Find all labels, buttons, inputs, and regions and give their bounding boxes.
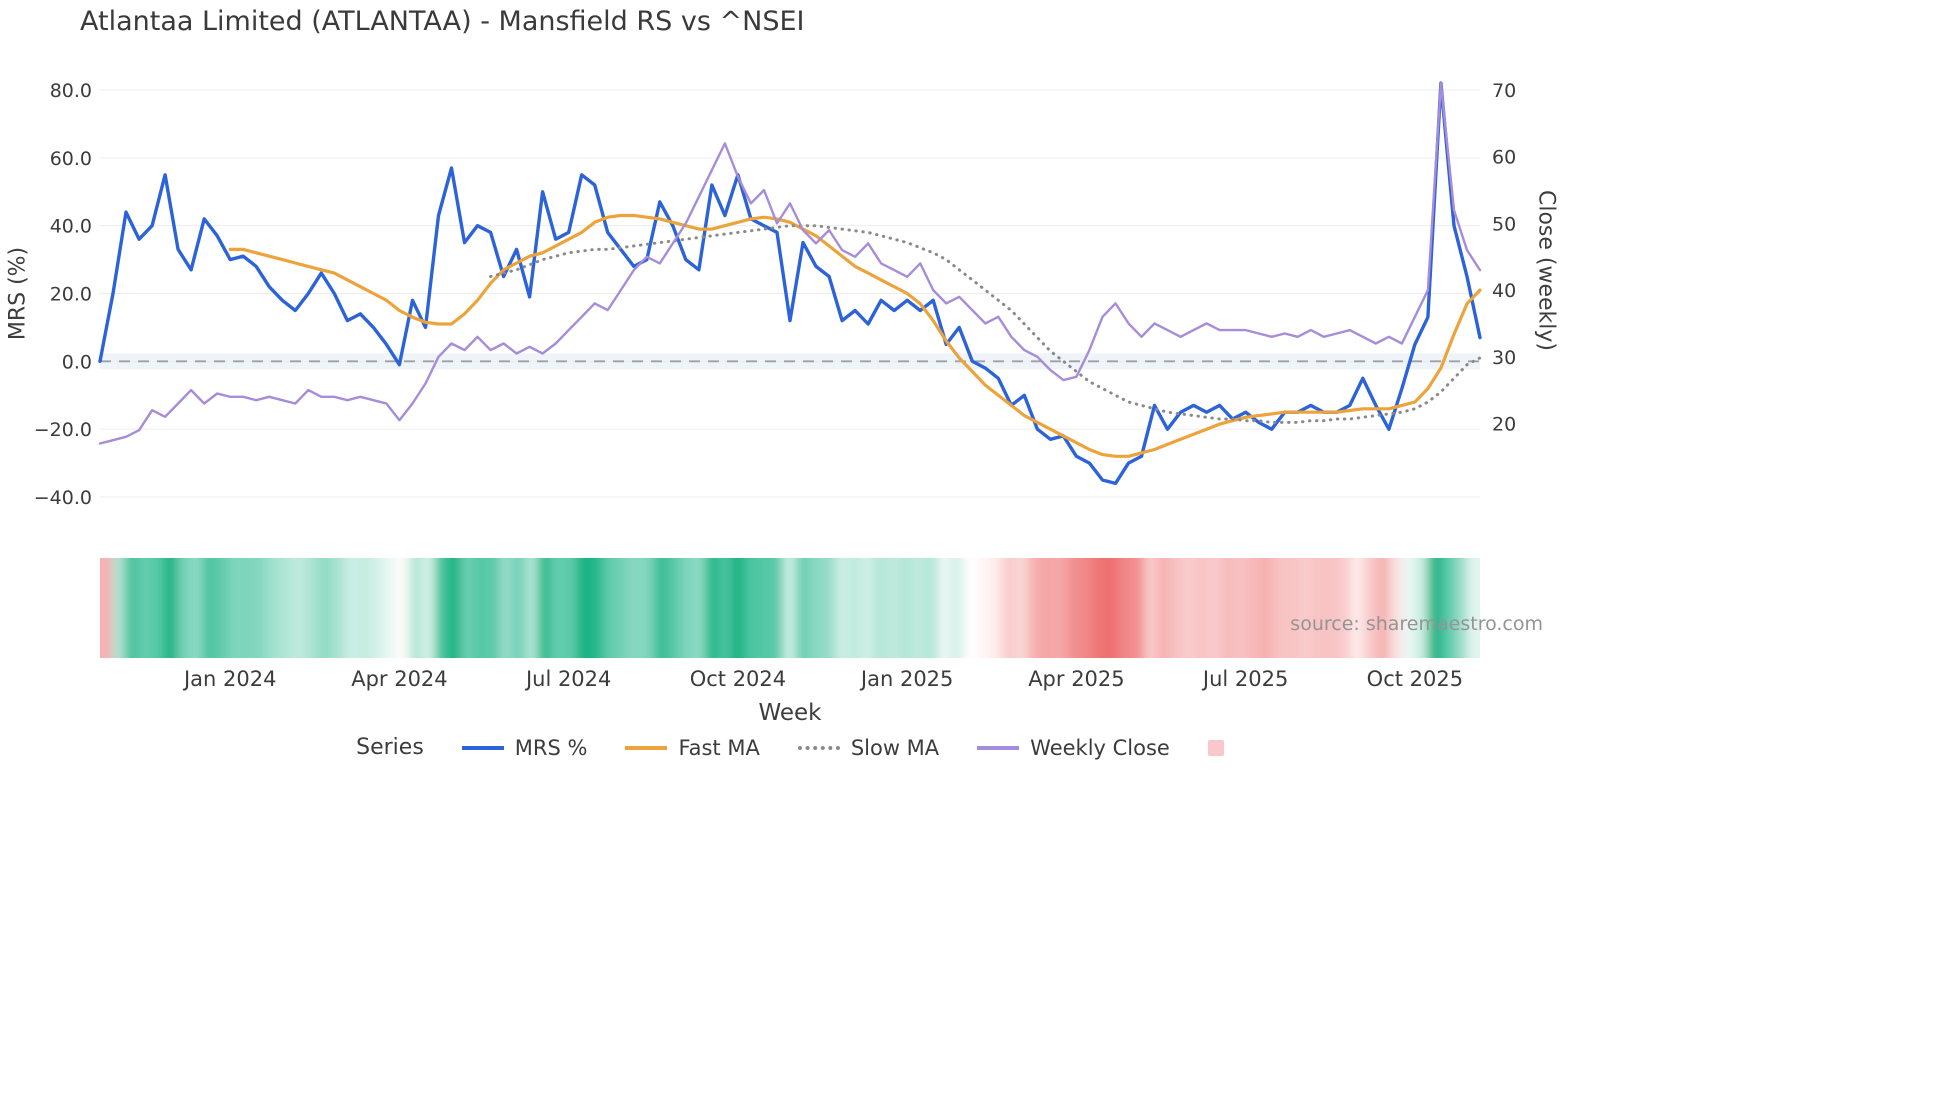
left-axis-tick: −20.0 bbox=[34, 419, 92, 441]
legend-title: Series bbox=[356, 735, 424, 760]
left-axis-label: MRS (%) bbox=[5, 246, 31, 341]
legend-line-sample bbox=[461, 745, 504, 750]
legend-item-slow-ma[interactable]: Slow MA bbox=[797, 735, 940, 760]
x-axis-tick: Apr 2025 bbox=[1028, 667, 1124, 691]
strength-heatmap bbox=[100, 558, 1480, 658]
legend-line-sample bbox=[977, 745, 1020, 750]
right-axis-tick: 50 bbox=[1492, 213, 1516, 235]
weekly-close-line bbox=[98, 82, 1482, 445]
x-axis-tick: Oct 2025 bbox=[1367, 667, 1463, 691]
left-axis-tick: 20.0 bbox=[50, 284, 92, 306]
legend: Series MRS % Fast MA Slow MA Weekly Close bbox=[0, 735, 1580, 760]
left-axis-tick: 60.0 bbox=[50, 148, 92, 170]
right-axis-tick: 40 bbox=[1492, 280, 1516, 302]
legend-item-heat-swatch[interactable] bbox=[1207, 739, 1224, 756]
fast-ma-line bbox=[228, 213, 1482, 458]
x-axis-tick: Jul 2025 bbox=[1201, 667, 1288, 691]
x-axis-label: Week bbox=[758, 700, 822, 726]
left-axis-tick: −40.0 bbox=[34, 487, 92, 509]
legend-item-label: Fast MA bbox=[678, 735, 760, 760]
mrs-line bbox=[98, 81, 1482, 486]
right-axis-tick: 60 bbox=[1492, 147, 1516, 169]
chart-title: Atlantaa Limited (ATLANTAA) - Mansfield … bbox=[80, 6, 805, 37]
legend-heat-swatch bbox=[1207, 739, 1224, 756]
legend-item-label: MRS % bbox=[514, 735, 588, 760]
legend-item-label: Slow MA bbox=[850, 735, 940, 760]
axis-ticks: 80.0 60.0 40.0 20.0 0.0 −20.0 −40.0 70 60 50 40 30 2… bbox=[34, 80, 1516, 691]
left-axis-tick: 40.0 bbox=[50, 216, 92, 238]
left-axis-tick: 80.0 bbox=[50, 80, 92, 102]
legend-item-mrs[interactable]: MRS % bbox=[461, 735, 588, 760]
slow-ma-line bbox=[489, 224, 1482, 424]
right-axis-tick: 20 bbox=[1492, 414, 1516, 436]
legend-line-sample bbox=[625, 745, 668, 750]
legend-item-fast-ma[interactable]: Fast MA bbox=[625, 735, 760, 760]
x-axis-tick: Jul 2024 bbox=[524, 667, 611, 691]
right-axis-tick: 70 bbox=[1492, 80, 1516, 102]
x-axis-tick: Oct 2024 bbox=[690, 667, 786, 691]
x-axis-tick: Jan 2024 bbox=[182, 667, 277, 691]
x-axis-tick: Apr 2024 bbox=[351, 667, 447, 691]
x-axis-tick: Jan 2025 bbox=[859, 667, 954, 691]
legend-item-label: Weekly Close bbox=[1030, 735, 1170, 760]
legend-item-weekly-close[interactable]: Weekly Close bbox=[977, 736, 1170, 760]
legend-line-sample bbox=[797, 745, 840, 750]
left-axis-tick: 0.0 bbox=[62, 351, 92, 373]
source-note: source: sharemaestro.com bbox=[1290, 613, 1543, 635]
right-axis-tick: 30 bbox=[1492, 347, 1516, 369]
right-axis-label: Close (weekly) bbox=[1533, 189, 1559, 352]
